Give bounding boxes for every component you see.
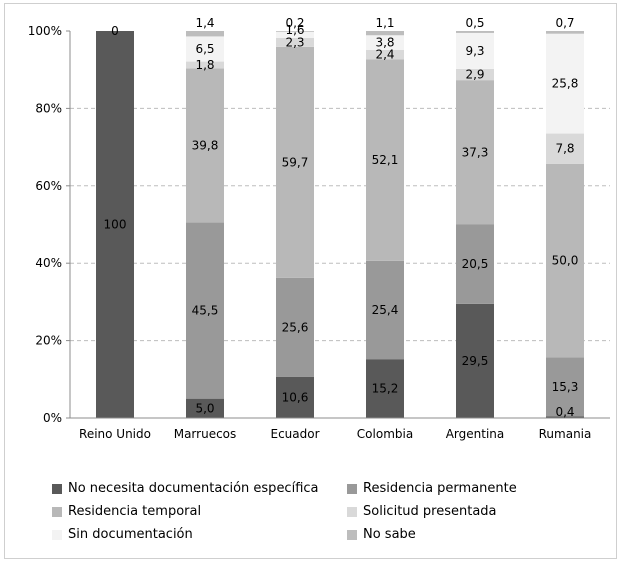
bar-segment xyxy=(276,31,314,38)
data-label: 2,4 xyxy=(375,48,394,62)
data-label: 25,4 xyxy=(372,303,399,317)
bar-segment xyxy=(456,224,494,304)
bar-segment xyxy=(456,31,494,33)
bar-segment xyxy=(186,222,224,399)
data-label: 29,5 xyxy=(462,354,489,368)
y-tick-label: 60% xyxy=(35,179,62,193)
legend-label-1: Residencia permanente xyxy=(363,481,517,496)
legend-label-2: Residencia temporal xyxy=(68,504,202,519)
legend-swatch-5 xyxy=(347,529,357,540)
bar-segment xyxy=(456,68,494,81)
bar-segment xyxy=(366,35,404,50)
bar-segment xyxy=(96,31,134,418)
data-label: 2,9 xyxy=(465,68,484,82)
bar-segment xyxy=(546,357,584,417)
y-tick-label: 80% xyxy=(35,101,62,115)
gridlines xyxy=(70,107,610,342)
bar-segment xyxy=(186,398,224,418)
data-label: 52,1 xyxy=(372,153,399,167)
y-tick-label: 100% xyxy=(28,24,62,38)
data-label: 50,0 xyxy=(552,253,579,267)
legend-label-4: Sin documentación xyxy=(68,527,193,542)
legend-swatch-4 xyxy=(52,529,62,540)
bar-segment xyxy=(276,376,314,418)
y-tick-label: 0% xyxy=(43,411,62,425)
data-label: 20,5 xyxy=(462,257,489,271)
data-label: 0,7 xyxy=(555,16,574,30)
legend-item-3: Solicitud presentada xyxy=(347,504,497,519)
bar-segment xyxy=(186,68,224,223)
x-tick-label: Marruecos xyxy=(174,427,237,441)
data-label: 0,2 xyxy=(285,16,304,30)
x-tick-label: Argentina xyxy=(446,427,505,441)
bars xyxy=(96,31,584,418)
legend-item-0: No necesita documentación específica xyxy=(52,481,319,496)
bar-segment xyxy=(366,260,404,360)
bar-segment xyxy=(276,277,314,377)
legend-item-1: Residencia permanente xyxy=(347,481,517,496)
data-label: 15,3 xyxy=(552,380,579,394)
data-label: 59,7 xyxy=(282,155,309,169)
legend-swatch-0 xyxy=(52,483,62,494)
bar-segment xyxy=(186,31,224,37)
bar-segment xyxy=(456,80,494,225)
legend-swatch-3 xyxy=(347,506,357,517)
bar-segment xyxy=(366,49,404,60)
bar-segment xyxy=(276,46,314,278)
x-tick-label: Ecuador xyxy=(270,427,319,441)
data-label: 2,3 xyxy=(285,35,304,49)
bar-segment xyxy=(546,31,584,34)
bar-segment xyxy=(546,133,584,164)
data-label: 10,6 xyxy=(282,390,309,404)
data-label: 7,8 xyxy=(555,142,574,156)
legend-label-0: No necesita documentación específica xyxy=(68,481,319,496)
bar-segment xyxy=(276,37,314,47)
bar-segment xyxy=(366,59,404,261)
legend-swatch-1 xyxy=(347,483,357,494)
data-labels: 10005,045,539,81,86,51,410,625,659,72,31… xyxy=(104,16,579,419)
y-tick-label: 40% xyxy=(35,256,62,270)
data-label: 1,8 xyxy=(195,58,214,72)
bar-segment xyxy=(546,416,584,418)
bar-segment xyxy=(366,31,404,36)
data-label: 9,3 xyxy=(465,44,484,58)
data-label: 0,5 xyxy=(465,16,484,30)
data-label: 39,8 xyxy=(192,139,219,153)
bar-segment xyxy=(546,163,584,358)
data-label: 6,5 xyxy=(195,42,214,56)
data-label: 45,5 xyxy=(192,304,219,318)
legend-item-5: No sabe xyxy=(347,527,416,542)
chart-frame xyxy=(4,3,617,559)
y-tick-label: 20% xyxy=(35,334,62,348)
x-tick-label: Colombia xyxy=(357,427,413,441)
legend-item-2: Residencia temporal xyxy=(52,504,201,519)
data-label: 1,1 xyxy=(375,16,394,30)
data-label: 100 xyxy=(104,218,127,232)
data-label: 5,0 xyxy=(195,401,214,415)
data-label: 1,4 xyxy=(195,16,214,30)
x-tick-label: Reino Unido xyxy=(79,427,151,441)
data-label: 25,8 xyxy=(552,77,579,91)
x-tick-label: Rumania xyxy=(539,427,592,441)
legend-label-3: Solicitud presentada xyxy=(363,504,497,519)
data-label: 15,2 xyxy=(372,382,399,396)
bar-segment xyxy=(186,61,224,69)
data-label: 0 xyxy=(111,24,119,38)
legend-item-4: Sin documentación xyxy=(52,527,193,542)
legend-label-5: No sabe xyxy=(363,527,416,542)
data-label: 3,8 xyxy=(375,36,394,50)
data-label: 0,4 xyxy=(555,405,574,419)
bar-segment xyxy=(186,36,224,62)
legend-swatch-2 xyxy=(52,506,62,517)
data-label: 25,6 xyxy=(282,320,309,334)
bar-segment xyxy=(546,33,584,134)
data-label: 1,6 xyxy=(285,23,304,37)
bar-segment xyxy=(366,359,404,418)
bar-segment xyxy=(276,31,314,32)
data-label: 37,3 xyxy=(462,145,489,159)
axes: 0% 20% 40% 60% 80% 100% Reino Unido Marruecos Ec… xyxy=(28,24,610,441)
bar-segment xyxy=(456,32,494,69)
bar-segment xyxy=(456,303,494,418)
